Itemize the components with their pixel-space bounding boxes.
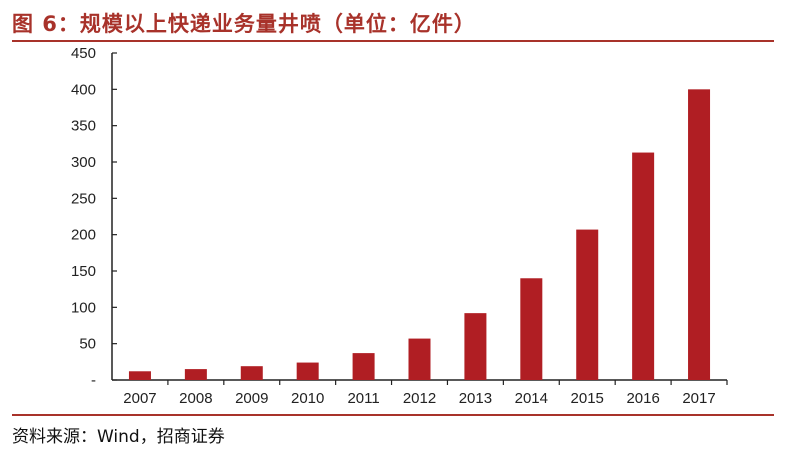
x-tick-label: 2017 (682, 390, 715, 407)
x-tick-label: 2007 (123, 390, 156, 407)
bar-2011 (352, 353, 375, 380)
title-divider (12, 40, 774, 42)
bar-2010 (296, 362, 319, 380)
x-tick-label: 2013 (459, 390, 492, 407)
bar-2017 (688, 89, 711, 380)
x-tick-label: 2011 (347, 390, 379, 407)
x-tick-label: 2012 (403, 390, 436, 407)
bar-2009 (240, 366, 263, 380)
bar-2012 (408, 338, 431, 380)
y-tick-label: 100 (71, 299, 96, 316)
y-tick-label: 200 (71, 227, 96, 244)
chart-title: 图 6：规模以上快递业务量井喷（单位：亿件） (12, 12, 476, 36)
x-tick-label: 2010 (291, 390, 324, 407)
bar-2013 (464, 313, 487, 380)
y-tick-label: 150 (71, 263, 96, 280)
y-tick-label: 250 (71, 190, 96, 207)
bar-2007 (128, 371, 151, 380)
source-note: 资料来源：Wind，招商证券 (12, 427, 225, 447)
y-tick-label: 350 (71, 118, 96, 135)
y-tick-label: 450 (71, 45, 96, 62)
bar-2014 (520, 278, 543, 380)
x-tick-label: 2015 (571, 390, 604, 407)
footer-divider (12, 414, 774, 416)
y-tick-label: 50 (79, 336, 96, 353)
y-tick-label: - (91, 372, 96, 389)
x-tick-label: 2009 (235, 390, 268, 407)
x-tick-label: 2014 (515, 390, 548, 407)
bar-2008 (184, 369, 207, 380)
bar-2016 (632, 152, 655, 380)
x-tick-label: 2008 (179, 390, 212, 407)
y-tick-label: 400 (71, 81, 96, 98)
bar-2015 (576, 229, 599, 380)
x-tick-label: 2016 (626, 390, 659, 407)
y-tick-label: 300 (71, 154, 96, 171)
